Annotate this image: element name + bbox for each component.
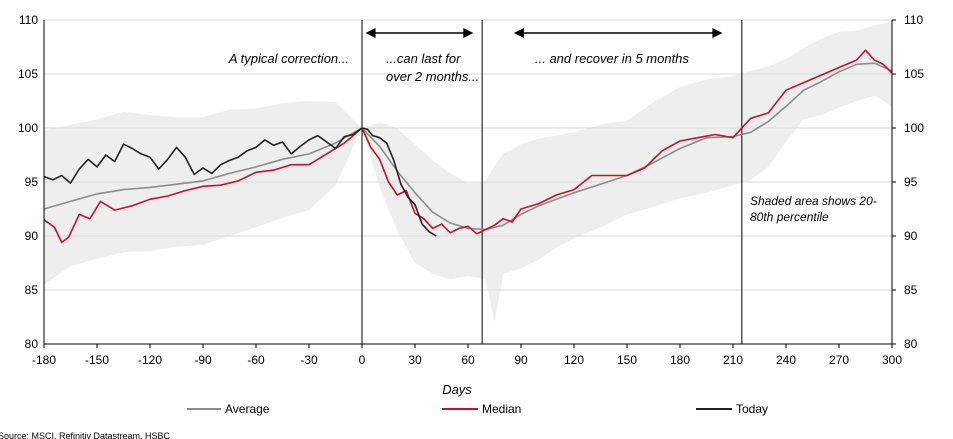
legend-label-median: Median	[482, 402, 521, 416]
x-tick--90: -90	[194, 353, 212, 367]
x-tick-0: 0	[359, 353, 366, 367]
x-tick--120: -120	[138, 353, 162, 367]
series-line-median	[43, 49, 893, 244]
y-tick-left-80: 80	[25, 337, 39, 351]
y-tick-right-105: 105	[904, 67, 924, 81]
annotation-shaded-line1: Shaded area shows 20-	[750, 194, 877, 208]
y-tick-left-110: 110	[19, 13, 38, 27]
x-tick-210: 210	[723, 353, 743, 367]
y-tick-right-80: 80	[904, 337, 918, 351]
source-note: Source: MSCI, Refinitiv Datastream, HSBC	[0, 431, 171, 439]
x-tick--150: -150	[85, 353, 109, 367]
annotation-shaded-line2: 80th percentile	[750, 210, 829, 224]
x-tick-60: 60	[461, 353, 475, 367]
event-vertical-lines	[361, 20, 743, 344]
series-line-average	[43, 62, 893, 231]
y-tick-left-100: 100	[18, 121, 38, 135]
annotation-last-line1: ...can last for	[386, 51, 461, 66]
x-axis-title: Days	[442, 382, 472, 397]
y-tick-right-85: 85	[904, 283, 918, 297]
annotation-recover: ... and recover in 5 months	[535, 51, 689, 66]
x-tick-30: 30	[408, 353, 422, 367]
x-tick--180: -180	[32, 353, 56, 367]
y-tick-left-85: 85	[25, 283, 39, 297]
y-tick-left-95: 95	[25, 175, 39, 189]
legend: Average Median Today	[187, 402, 768, 416]
x-tick-180: 180	[670, 353, 690, 367]
x-tick--30: -30	[300, 353, 318, 367]
x-tick-270: 270	[829, 353, 849, 367]
y-tick-right-110: 110	[904, 13, 923, 27]
legend-label-average: Average	[225, 402, 270, 416]
arrowhead-left-2	[513, 28, 524, 38]
arrowhead-left-1	[365, 28, 376, 38]
x-tick-120: 120	[564, 353, 584, 367]
series-lines	[43, 49, 893, 244]
percentile-band	[44, 22, 892, 323]
series-line-today	[43, 127, 437, 237]
x-tick-240: 240	[776, 353, 796, 367]
left-y-tick-labels: 80 85 90 95 100 105 110	[18, 13, 38, 351]
arrowhead-right-2	[712, 28, 723, 38]
y-tick-right-100: 100	[904, 121, 924, 135]
y-tick-right-90: 90	[904, 229, 918, 243]
y-tick-right-95: 95	[904, 175, 918, 189]
x-tick-300: 300	[882, 353, 902, 367]
x-tick-150: 150	[617, 353, 637, 367]
y-tick-left-90: 90	[25, 229, 39, 243]
x-tick-labels: -180 -150 -120 -90 -60 -30 0 30 60 90 120 150 180 210…	[32, 344, 902, 367]
right-y-tick-labels: 80 85 90 95 100 105 110	[892, 13, 924, 351]
x-tick-90: 90	[514, 353, 528, 367]
legend-label-today: Today	[736, 402, 768, 416]
percentile-band-layer	[44, 22, 892, 323]
x-tick--60: -60	[247, 353, 265, 367]
annotation-arrows	[365, 28, 723, 38]
annotation-correction: A typical correction...	[228, 51, 349, 66]
arrowhead-right-1	[463, 28, 474, 38]
annotation-last-line2: over 2 months...	[386, 69, 479, 84]
y-tick-left-105: 105	[18, 67, 38, 81]
